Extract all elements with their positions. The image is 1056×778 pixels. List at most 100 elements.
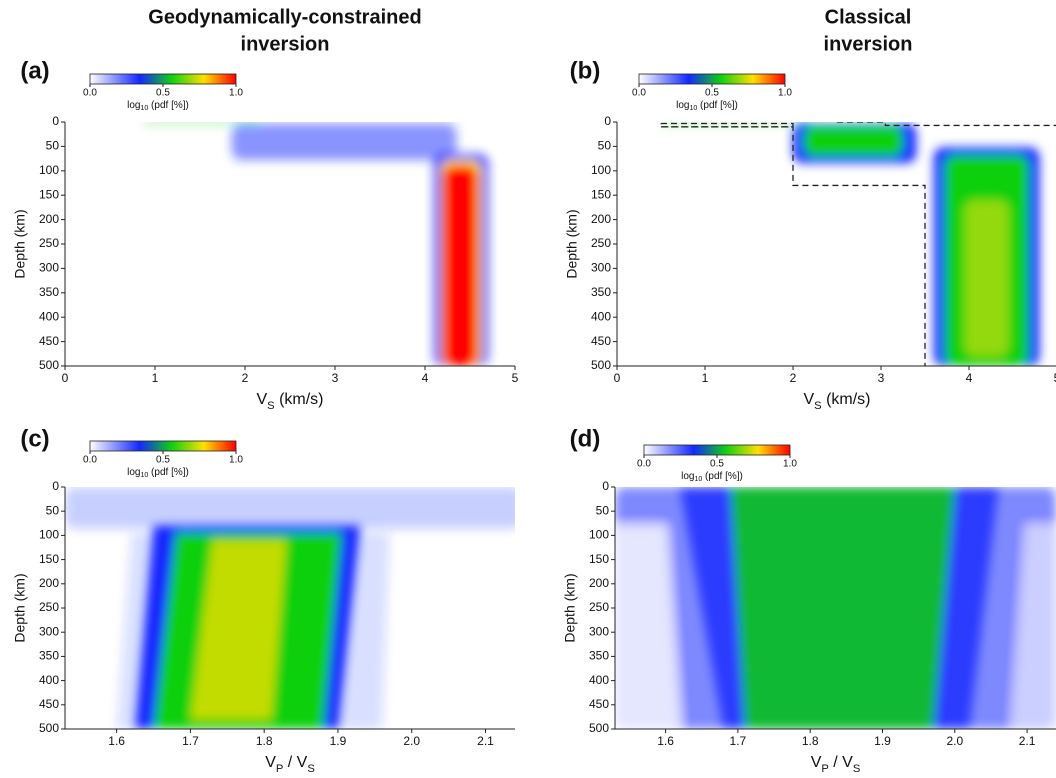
y-tick-label: 0	[52, 114, 59, 128]
y-tick-label: 300	[591, 261, 611, 275]
y-tick-label: 50	[46, 139, 60, 153]
subscript: 10	[140, 472, 148, 479]
x-tick-label: 0	[614, 371, 621, 385]
x-tick-label: 5	[1054, 371, 1056, 385]
panel-label: (c)	[20, 425, 49, 452]
x-tick-label: 1.7	[730, 734, 747, 748]
colorbar-tick-label: 0.5	[705, 88, 719, 99]
colorbar-label: log10 (pdf [%])	[676, 100, 738, 113]
x-tick-label: 1	[702, 371, 709, 385]
y-tick-label: 100	[39, 163, 59, 177]
panel: 0 50 100 150 200 250 300 350 400 450 500 1.6 1.7 1.8 1…	[12, 425, 515, 775]
heatmap-density	[615, 487, 1056, 729]
label-part: / V	[283, 754, 307, 771]
y-axis-label: Depth (km)	[12, 573, 28, 642]
y-tick-label: 0	[602, 479, 609, 493]
subscript: P	[276, 763, 283, 775]
column-title: inversion	[241, 33, 330, 55]
label-part: (pdf [%])	[148, 100, 189, 111]
label-part: log	[676, 100, 689, 111]
colorbar-tick-label: 0.5	[156, 455, 170, 466]
y-axis-label: Depth (km)	[12, 209, 28, 278]
density-region	[141, 122, 263, 124]
colorbar-tick-label: 1.0	[783, 459, 797, 470]
y-tick-label: 100	[591, 163, 611, 177]
x-axis-label: VP / VS	[811, 754, 861, 775]
label-part: log	[127, 467, 140, 478]
x-tick-label: 5	[512, 371, 519, 385]
y-tick-label: 500	[589, 721, 609, 735]
label-part: (pdf [%])	[702, 471, 743, 482]
colorbar-tick-label: 0.5	[156, 88, 170, 99]
colorbar-tick-label: 0.0	[637, 459, 651, 470]
y-tick-label: 400	[39, 673, 59, 687]
label-part: (km/s)	[275, 391, 324, 408]
x-tick-label: 2	[790, 371, 797, 385]
y-tick-label: 250	[591, 236, 611, 250]
y-tick-label: 150	[39, 187, 59, 201]
x-tick-label: 1.8	[256, 734, 273, 748]
x-tick-label: 4	[422, 371, 429, 385]
panel-label: (d)	[570, 425, 601, 452]
colorbar-label: log10 (pdf [%])	[127, 100, 189, 113]
y-tick-label: 250	[39, 600, 59, 614]
y-tick-label: 150	[591, 187, 611, 201]
y-tick-label: 500	[591, 358, 611, 372]
y-tick-label: 50	[46, 503, 60, 517]
colorbar	[643, 444, 791, 456]
heatmap	[65, 487, 515, 729]
y-tick-label: 450	[39, 334, 59, 348]
colorbar-tick-label: 1.0	[778, 88, 792, 99]
subscript: S	[267, 400, 274, 412]
y-tick-label: 350	[39, 649, 59, 663]
density-region	[730, 487, 955, 729]
y-axis-label: Depth (km)	[562, 573, 578, 642]
y-tick-label: 0	[52, 479, 59, 493]
density-region	[1012, 525, 1056, 729]
x-tick-label: 2	[242, 371, 249, 385]
y-tick-label: 250	[589, 600, 609, 614]
colorbar-tick-label: 0.0	[632, 88, 646, 99]
x-tick-label: 2.1	[1019, 734, 1036, 748]
y-tick-label: 50	[598, 139, 612, 153]
panel-label: (b)	[570, 57, 601, 84]
x-tick-label: 1.9	[330, 734, 347, 748]
y-tick-label: 450	[591, 334, 611, 348]
colorbar-tick-label: 0.0	[83, 455, 97, 466]
y-tick-label: 200	[591, 212, 611, 226]
subscript: S	[853, 763, 860, 775]
x-tick-label: 1.6	[657, 734, 674, 748]
density-region	[190, 540, 287, 720]
y-tick-label: 50	[596, 503, 610, 517]
x-tick-label: 1.6	[108, 734, 125, 748]
column-title: Geodynamically-constrained	[148, 6, 421, 28]
x-tick-label: 4	[966, 371, 973, 385]
y-tick-label: 500	[39, 721, 59, 735]
y-tick-label: 300	[589, 624, 609, 638]
density-region	[443, 165, 478, 366]
x-tick-label: 1.9	[874, 734, 891, 748]
constraint-bound	[837, 122, 1056, 127]
label-part: V	[811, 754, 822, 771]
x-axis-label: VS (km/s)	[256, 391, 323, 412]
label-part: (km/s)	[822, 391, 871, 408]
y-tick-label: 350	[39, 285, 59, 299]
y-tick-label: 400	[591, 309, 611, 323]
y-tick-label: 100	[39, 528, 59, 542]
colorbar	[638, 73, 786, 85]
y-tick-label: 150	[589, 552, 609, 566]
density-region	[231, 123, 457, 161]
x-tick-label: 1.8	[802, 734, 819, 748]
colorbar-tick-label: 0.0	[83, 88, 97, 99]
colorbar-label: log10 (pdf [%])	[127, 467, 189, 480]
x-tick-label: 0	[62, 371, 69, 385]
x-tick-label: 2.1	[477, 734, 494, 748]
colorbar-tick-label: 0.5	[710, 459, 724, 470]
density-region	[803, 125, 903, 157]
y-tick-label: 0	[604, 114, 611, 128]
label-part: log	[127, 100, 140, 111]
subscript: S	[814, 400, 821, 412]
